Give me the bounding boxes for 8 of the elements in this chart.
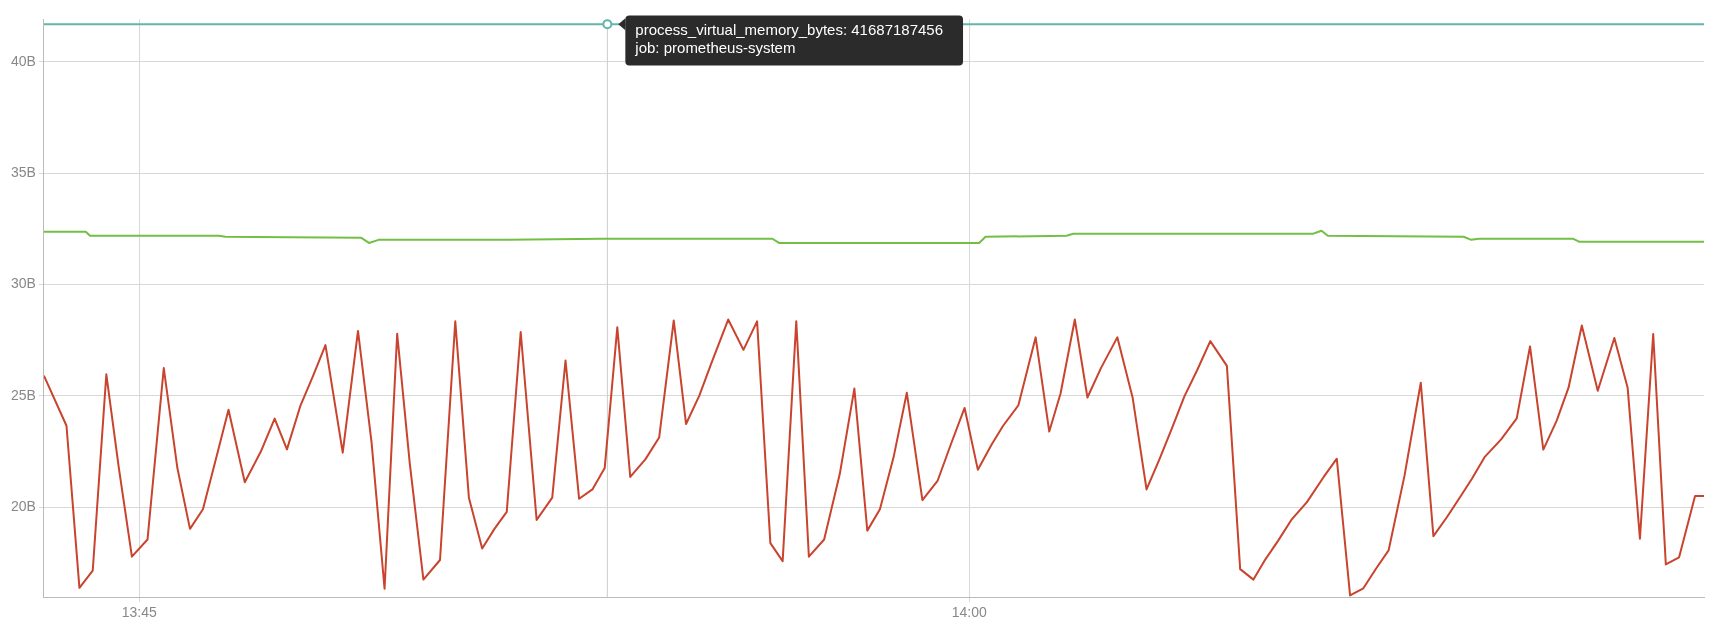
y-tick-label: 20B: [10, 497, 36, 514]
y-tick-label: 25B: [10, 386, 36, 403]
y-tick-label: 30B: [10, 275, 36, 292]
x-tick-label: 14:00: [951, 604, 987, 621]
y-tick-label: 35B: [10, 163, 36, 180]
annotation: process_virtual_memory_bytes: 41687187456 job: prometheus-system: [634, 21, 944, 57]
y-tick-label: 40B: [10, 52, 36, 69]
x-tick-label: 13:45: [121, 604, 157, 621]
